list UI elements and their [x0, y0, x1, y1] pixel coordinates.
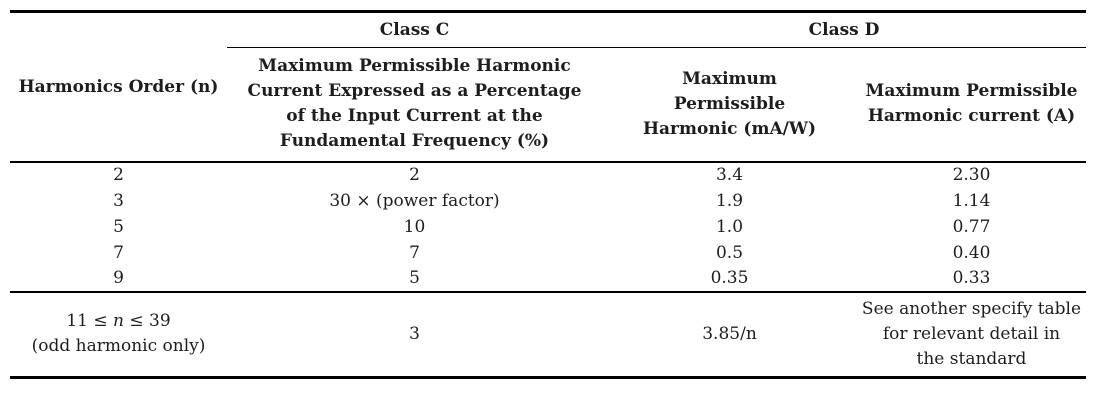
table-row-odd-harmonics: 11 ≤ n ≤ 39 (odd harmonic only) 3 3.85/n…	[10, 291, 1086, 378]
order-range-variable: n	[113, 311, 124, 332]
amp-note-line-3: the standard	[916, 348, 1027, 369]
harmonics-order-header: Harmonics Order (n)	[10, 11, 227, 163]
class-c-value-cell: 3	[409, 324, 420, 345]
class-d-maw-value-cell: 1.9	[715, 190, 744, 211]
class-d-amp-value-cell: 0.33	[952, 268, 991, 288]
class-c-subheader: Maximum Permissible Harmonic Current Exp…	[227, 47, 602, 163]
class-c-value-cell: 2	[409, 165, 420, 185]
table-row: 7 7 0.5 0.40	[10, 240, 1086, 266]
order-cell: 5	[113, 216, 124, 237]
class-d-maw-value-cell: 3.85/n	[702, 324, 757, 345]
class-group-row: Harmonics Order (n) Class C Class D	[10, 11, 1086, 163]
class-d-amp-note-cell: See another specify table for relevant d…	[857, 292, 1086, 378]
class-d-amp-subheader-line-1: Maximum Permissible	[865, 81, 1078, 102]
class-d-maw-subheader-line-1: Maximum	[682, 68, 777, 89]
order-range-cell: 11 ≤ n ≤ 39 (odd harmonic only)	[10, 292, 227, 378]
class-d-maw-subheader: Maximum Permissible Harmonic (mA/W)	[602, 47, 857, 163]
amp-note-line-2: for relevant detail in	[882, 323, 1061, 344]
class-d-maw-subheader-line-3: Harmonic (mA/W)	[642, 118, 816, 139]
order-cell: 7	[113, 242, 124, 263]
table-row: 9 5 0.35 0.33	[10, 266, 1086, 292]
class-d-group-header: Class D	[602, 11, 1086, 48]
class-d-amp-value-cell: 2.30	[952, 165, 991, 185]
class-c-value-cell: 5	[409, 268, 420, 288]
amp-note-line-1: See another specify table	[861, 298, 1082, 319]
class-d-amp-value-cell: 0.40	[952, 242, 991, 263]
class-c-subheader-line-2: Current Expressed as a Percentage	[247, 81, 582, 102]
class-d-maw-value-cell: 1.0	[715, 216, 744, 237]
table-row: 2 2 3.4 2.30	[10, 162, 1086, 188]
class-d-maw-value-cell: 3.4	[715, 165, 744, 185]
order-cell: 9	[113, 268, 124, 288]
class-c-value-cell: 30 × (power factor)	[329, 190, 500, 211]
order-range-note: (odd harmonic only)	[31, 336, 206, 357]
order-range-suffix: ≤ 39	[123, 311, 171, 332]
order-cell: 2	[113, 165, 124, 185]
class-c-value-cell: 10	[403, 216, 426, 237]
class-d-maw-subheader-line-2: Permissible	[673, 93, 786, 114]
class-d-maw-value-cell: 0.5	[715, 242, 744, 263]
class-c-subheader-line-3: of the Input Current at the	[286, 106, 543, 127]
class-d-amp-value-cell: 0.77	[952, 216, 991, 237]
class-d-amp-subheader: Maximum Permissible Harmonic current (A)	[857, 47, 1086, 163]
table-row: 5 10 1.0 0.77	[10, 214, 1086, 240]
order-range-expression: 11 ≤ n ≤ 39	[10, 309, 227, 334]
class-d-amp-subheader-line-2: Harmonic current (A)	[867, 106, 1076, 127]
table-row: 3 30 × (power factor) 1.9 1.14	[10, 188, 1086, 214]
order-cell: 3	[113, 190, 124, 211]
class-c-subheader-line-1: Maximum Permissible Harmonic	[258, 56, 571, 77]
order-range-prefix: 11 ≤	[66, 311, 114, 332]
harmonics-limits-table: Harmonics Order (n) Class C Class D Maxi…	[10, 10, 1086, 379]
class-d-amp-value-cell: 1.14	[952, 190, 991, 211]
class-c-group-header: Class C	[227, 11, 602, 48]
class-c-value-cell: 7	[409, 242, 420, 263]
class-d-maw-value-cell: 0.35	[710, 268, 749, 288]
column-subheader-row: Maximum Permissible Harmonic Current Exp…	[10, 47, 1086, 163]
class-c-subheader-line-4: Fundamental Frequency (%)	[279, 131, 550, 152]
